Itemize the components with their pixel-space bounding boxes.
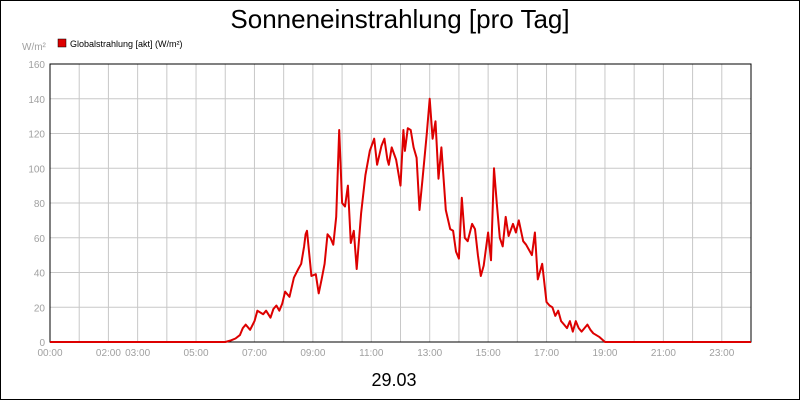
x-axis-ticks: 00:00 02:00 03:00 05:00 07:00 09:00 11:00 13:00… [37, 348, 734, 359]
y-tick-label: 100 [28, 164, 45, 175]
y-tick-label: 120 [28, 130, 45, 141]
x-tick-label: 11:00 [359, 348, 384, 359]
legend-swatch [57, 38, 67, 48]
legend-label: Globalstrahlung [akt] (W/m²) [70, 39, 183, 49]
series-line-globalstrahlung [50, 97, 751, 343]
y-tick-label: 0 [39, 338, 45, 349]
x-tick-label: 07:00 [242, 348, 267, 359]
legend: Globalstrahlung [akt] (W/m²) [57, 38, 183, 49]
y-axis-ticks: 0 20 40 60 80 100 120 140 160 [28, 60, 45, 349]
y-tick-label: 80 [34, 199, 46, 210]
y-tick-label: 140 [28, 95, 45, 106]
x-tick-label: 17:00 [534, 348, 559, 359]
y-unit-label: W/m² [22, 42, 47, 53]
x-tick-label: 15:00 [476, 348, 501, 359]
x-tick-label: 00:00 [37, 348, 62, 359]
x-tick-label: 23:00 [709, 348, 734, 359]
x-tick-label: 02:00 [96, 348, 121, 359]
chart-title: Sonneneinstrahlung [pro Tag] [230, 4, 569, 34]
x-tick-label: 03:00 [125, 348, 150, 359]
y-tick-label: 160 [28, 60, 45, 71]
x-tick-label: 09:00 [300, 348, 325, 359]
x-tick-label: 13:00 [417, 348, 442, 359]
y-tick-label: 40 [34, 269, 46, 280]
x-tick-label: 05:00 [184, 348, 209, 359]
series-layer [50, 97, 751, 343]
date-label: 29.03 [371, 370, 416, 390]
y-tick-label: 20 [34, 303, 46, 314]
x-tick-label: 19:00 [592, 348, 617, 359]
x-tick-label: 21:00 [651, 348, 676, 359]
y-tick-label: 60 [34, 234, 46, 245]
plot-area [49, 63, 752, 343]
